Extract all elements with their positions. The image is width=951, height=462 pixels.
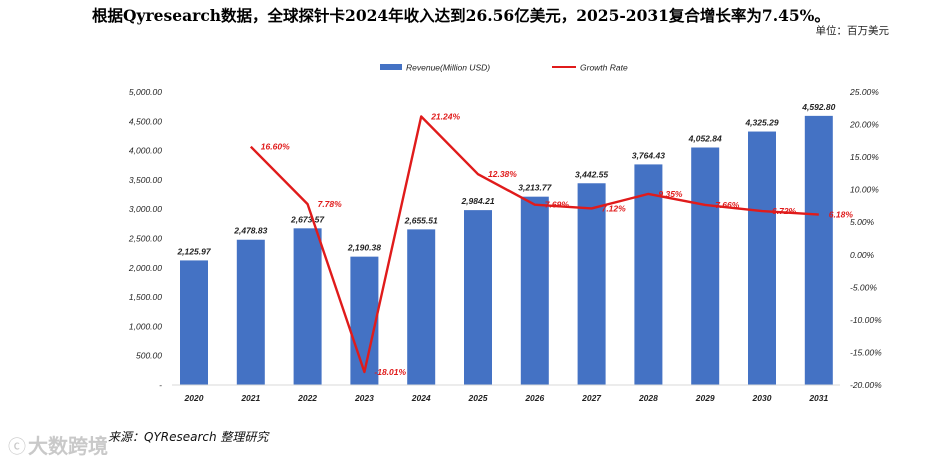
growth-rate-label: 12.38% [488,169,517,179]
growth-rate-label: 7.69% [545,200,570,210]
left-tick-label: 3,500.00 [129,175,162,185]
unit-label: 单位：百万美元 [815,25,890,37]
revenue-bar-label: 4,325.29 [744,118,778,128]
revenue-bar [520,196,549,385]
legend: Revenue(Million USD) Growth Rate [380,63,628,73]
legend-revenue-swatch [380,64,402,70]
left-tick-label: 4,000.00 [129,146,162,156]
growth-rate-label: -18.01% [374,367,406,377]
left-tick-label: - [159,380,162,390]
x-tick-label: 2027 [581,393,602,403]
growth-rate-label: 6.18% [829,210,854,220]
right-tick-label: 25.00% [849,87,879,97]
right-tick-label: -15.00% [850,347,882,357]
left-tick-label: 2,500.00 [128,234,162,244]
legend-revenue-label: Revenue(Million USD) [406,63,490,73]
growth-rate-line [249,115,819,374]
revenue-bar-label: 3,764.43 [632,150,665,160]
left-tick-label: 1,000.00 [129,321,162,331]
growth-rate-label: 21.24% [430,111,460,121]
revenue-bar-label: 4,592.80 [801,102,835,112]
x-tick-label: 2025 [468,393,488,403]
left-tick-label: 500.00 [136,351,162,361]
revenue-bar [407,229,436,385]
watermark-text: 大数跨境 [28,434,108,458]
x-tick-label: 2029 [695,393,715,403]
revenue-bar-label: 2,655.51 [404,215,438,225]
revenue-bar-label: 4,052.84 [688,134,722,144]
growth-rate-label: 9.35% [658,189,683,199]
x-tick-label: 2023 [354,393,374,403]
revenue-bar [691,147,720,385]
x-tick-label: 2020 [184,393,204,403]
growth-rate-label: 6.72% [772,206,797,216]
chart-title: 根据Qyresearch数据，全球探针卡2024年收入达到26.56亿美元，20… [92,6,830,25]
legend-growth-label: Growth Rate [580,63,628,73]
revenue-bar [293,228,322,385]
revenue-bar [236,239,265,385]
revenue-bar [748,131,776,385]
right-tick-label: -10.00% [850,315,882,325]
revenue-bar-label: 3,442.55 [575,169,608,179]
growth-rate-label: 7.12% [602,203,627,213]
x-tick-label: 2021 [240,393,260,403]
revenue-bar [350,256,379,385]
revenue-bar-label: 3,213.77 [518,183,552,193]
revenue-bar-label: 2,190.38 [347,243,381,253]
x-tick-label: 2030 [752,393,772,403]
revenue-bar [804,115,833,385]
left-tick-label: 2,000.00 [128,263,162,273]
right-tick-label: 0.00% [850,250,875,260]
growth-rate-label: 7.66% [715,200,740,210]
revenue-bar [464,210,492,385]
source-note: 来源：QYResearch 整理研究 [108,430,269,444]
right-tick-label: 5.00% [850,217,875,227]
right-tick-label: 15.00% [850,152,879,162]
x-axis: 2020 2021 2022 2023 2024 2025 2026 2027 2028 2029… [172,384,840,403]
left-axis: - 500.00 1,000.00 1,500.00 2,000.00 2,500.00 3… [128,87,162,390]
right-tick-label: 10.00% [850,185,879,195]
left-tick-label: 3,000.00 [129,204,162,214]
revenue-bar-label: 2,984.21 [460,196,494,206]
x-tick-label: 2024 [411,393,431,403]
x-tick-label: 2031 [808,393,828,403]
right-tick-label: 20.00% [849,120,879,130]
right-tick-label: -20.00% [850,380,882,390]
watermark: ⓒ 大数跨境 [8,430,108,459]
right-tick-label: -5.00% [850,282,877,292]
left-tick-label: 1,500.00 [129,292,162,302]
growth-line-layer: 16.60% 7.78% -18.01% 21.24% 12.38% 7.69% 7.12%… [249,111,854,377]
revenue-bars: 2,125.97 2,478.83 2,673.57 2,190.38 2,655.51… [176,102,836,385]
right-axis: -20.00% -15.00% -10.00% -5.00% 0.00% 5.00% 10.… [849,87,882,390]
growth-rate-label: 16.60% [261,142,290,152]
x-tick-label: 2028 [638,393,658,403]
left-tick-label: 5,000.00 [129,87,162,97]
chat-bubble-icon: ⓒ [8,437,26,458]
growth-rate-label: 7.78% [318,199,343,209]
revenue-bar [577,183,606,385]
revenue-bar-label: 2,673.57 [290,214,325,224]
x-tick-label: 2022 [297,393,317,403]
revenue-bar [180,260,208,385]
x-tick-label: 2026 [524,393,544,403]
left-tick-label: 4,500.00 [129,116,162,126]
revenue-bar-label: 2,125.97 [176,246,211,256]
revenue-bar [634,164,663,385]
revenue-bar-label: 2,478.83 [233,226,267,236]
